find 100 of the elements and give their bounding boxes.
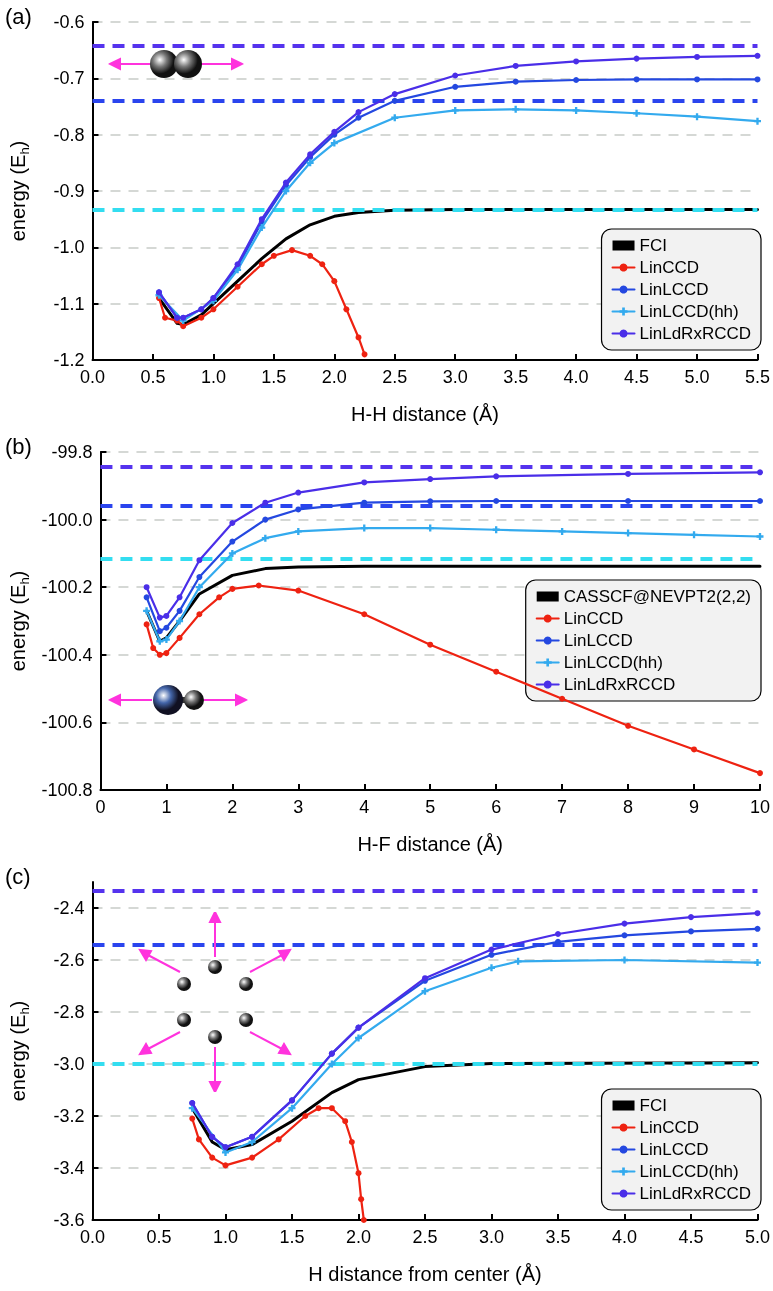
point <box>355 1170 362 1177</box>
point <box>621 920 628 927</box>
point <box>249 1154 256 1161</box>
point <box>757 469 763 476</box>
y-tick-label: -1.2 <box>53 350 85 370</box>
point <box>228 549 236 557</box>
point <box>427 476 434 483</box>
point <box>572 106 580 114</box>
x-axis-title: H distance from center (Å) <box>308 1263 542 1285</box>
x-tick-label: 1 <box>161 797 172 817</box>
point <box>307 252 314 259</box>
point <box>757 770 763 777</box>
point <box>391 97 398 104</box>
x-tick-label: 0.5 <box>146 1227 172 1247</box>
x-tick-label: 10 <box>749 797 770 817</box>
point <box>315 1105 322 1112</box>
point <box>180 323 187 330</box>
point <box>163 650 170 657</box>
x-tick-label: 4.0 <box>611 1227 638 1247</box>
y-tick-label: -2.6 <box>53 950 85 970</box>
legend-label: LinLdRxRCCD <box>639 1184 751 1203</box>
point <box>209 1154 216 1161</box>
chart-title: (b) <box>5 433 32 459</box>
point <box>163 612 170 619</box>
point <box>753 959 761 967</box>
point <box>452 83 459 90</box>
x-tick-label: 3 <box>293 797 304 817</box>
legend-label: LinLCCD <box>639 1140 709 1159</box>
point <box>693 113 701 121</box>
point <box>294 527 302 535</box>
point <box>176 607 183 614</box>
y-tick-label: -100.4 <box>41 644 93 665</box>
y-tick-label: -0.7 <box>53 68 85 89</box>
point <box>196 574 203 581</box>
x-tick-label: 2.5 <box>412 1227 438 1247</box>
legend-label: LinLCCD(hh) <box>639 302 739 321</box>
point <box>162 314 169 321</box>
x-tick-label: 0 <box>95 797 106 817</box>
point <box>688 928 694 935</box>
point <box>143 621 150 628</box>
point <box>493 473 500 480</box>
point <box>302 1113 309 1119</box>
point <box>328 1105 335 1112</box>
y-tick-label: -100.8 <box>41 780 93 800</box>
point <box>756 533 764 540</box>
x-tick-label: 1.5 <box>261 367 287 387</box>
y-tick-label: -1.1 <box>53 293 85 314</box>
point <box>688 914 694 921</box>
point <box>156 651 163 658</box>
point <box>348 1139 355 1145</box>
point <box>275 1136 282 1143</box>
point <box>625 498 632 505</box>
x-tick-label: 5.0 <box>744 1227 770 1247</box>
legend-label: LinCCD <box>563 609 624 628</box>
point <box>694 53 701 60</box>
point <box>391 91 398 98</box>
point <box>196 611 203 618</box>
point <box>754 925 761 932</box>
y-tick-label: -3.6 <box>53 1210 85 1230</box>
point <box>358 1196 365 1203</box>
point <box>270 252 277 259</box>
point <box>555 931 561 937</box>
x-tick-label: 4.5 <box>624 367 650 387</box>
x-tick-label: 4 <box>359 797 370 817</box>
point <box>559 695 566 702</box>
legend-label: LinLdRxRCCD <box>639 324 751 343</box>
chart-title: (a) <box>5 3 32 29</box>
point <box>633 76 640 83</box>
point <box>487 964 495 972</box>
point <box>216 594 223 601</box>
x-tick-label: 1.0 <box>212 1227 239 1247</box>
y-tick-label: -3.0 <box>53 1054 85 1074</box>
point <box>229 519 236 526</box>
legend-label: FCI <box>639 236 667 255</box>
x-tick-label: 6 <box>491 797 502 817</box>
point <box>343 306 350 313</box>
x-tick-label: 5.5 <box>744 367 770 387</box>
x-tick-label: 4.5 <box>678 1227 704 1247</box>
y-tick-label: -99.8 <box>51 442 93 462</box>
x-tick-label: 1.5 <box>279 1227 305 1247</box>
point <box>621 932 628 939</box>
point <box>150 645 157 652</box>
point <box>162 636 170 644</box>
point <box>143 607 151 615</box>
point <box>210 306 217 313</box>
point <box>691 746 698 753</box>
point <box>331 278 338 285</box>
y-tick-label: -100.0 <box>41 509 93 530</box>
legend-label: LinLCCD <box>639 280 709 299</box>
point <box>342 1118 349 1125</box>
x-tick-label: 7 <box>557 797 568 817</box>
point <box>355 1034 362 1042</box>
x-tick-label: 1.0 <box>200 367 226 387</box>
x-tick-label: 2.0 <box>321 367 347 387</box>
x-tick-label: 5.0 <box>684 367 710 387</box>
x-tick-label: 3.0 <box>442 367 468 387</box>
point <box>195 583 203 591</box>
point <box>360 1217 367 1223</box>
point <box>573 77 580 84</box>
point <box>355 334 362 341</box>
